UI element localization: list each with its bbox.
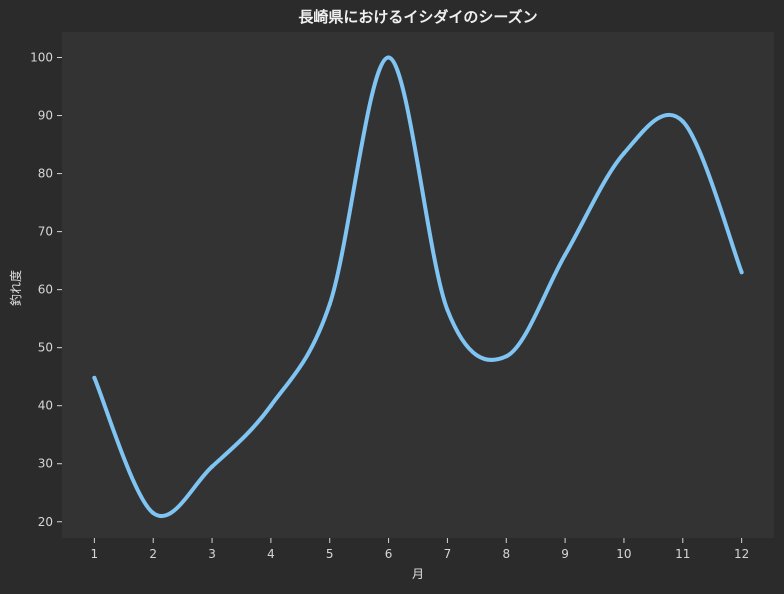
data-point: [327, 302, 332, 307]
data-point: [739, 270, 744, 275]
x-axis-label: 月: [412, 567, 424, 581]
data-point: [386, 55, 391, 60]
data-point: [445, 307, 450, 312]
data-point: [621, 151, 626, 156]
x-axis: 1 2 3 4 5 6 7 8 9 10 11 12: [91, 538, 749, 561]
y-tick-label: 50: [38, 341, 53, 355]
y-tick-label: 30: [38, 457, 53, 471]
x-tick-label: 8: [502, 547, 510, 561]
data-point: [210, 464, 215, 469]
x-tick-label: 6: [385, 547, 393, 561]
data-point: [680, 119, 685, 124]
y-axis-label: 釣れ度: [8, 270, 23, 306]
x-tick-label: 5: [326, 547, 334, 561]
data-point: [92, 375, 97, 380]
y-axis: 20 30 40 50 60 70 80 90 100: [30, 51, 62, 529]
series-layer: [92, 55, 744, 518]
x-tick-label: 4: [267, 547, 275, 561]
data-point: [151, 511, 156, 516]
y-tick-label: 80: [38, 167, 53, 181]
data-point: [268, 403, 273, 408]
y-tick-label: 70: [38, 225, 53, 239]
y-tick-label: 60: [38, 283, 53, 297]
x-tick-label: 1: [91, 547, 99, 561]
data-point: [504, 354, 509, 359]
x-tick-label: 10: [616, 547, 631, 561]
plot-area: [62, 32, 774, 538]
data-point: [563, 252, 568, 257]
y-tick-label: 100: [30, 51, 53, 65]
x-tick-label: 12: [734, 547, 749, 561]
y-tick-label: 40: [38, 399, 53, 413]
y-tick-label: 90: [38, 109, 53, 123]
x-tick-label: 3: [208, 547, 216, 561]
x-tick-label: 7: [444, 547, 452, 561]
x-tick-label: 9: [561, 547, 569, 561]
x-tick-label: 11: [675, 547, 690, 561]
x-tick-label: 2: [149, 547, 157, 561]
chart-title: 長崎県におけるイシダイのシーズン: [298, 8, 537, 26]
y-tick-label: 20: [38, 515, 53, 529]
